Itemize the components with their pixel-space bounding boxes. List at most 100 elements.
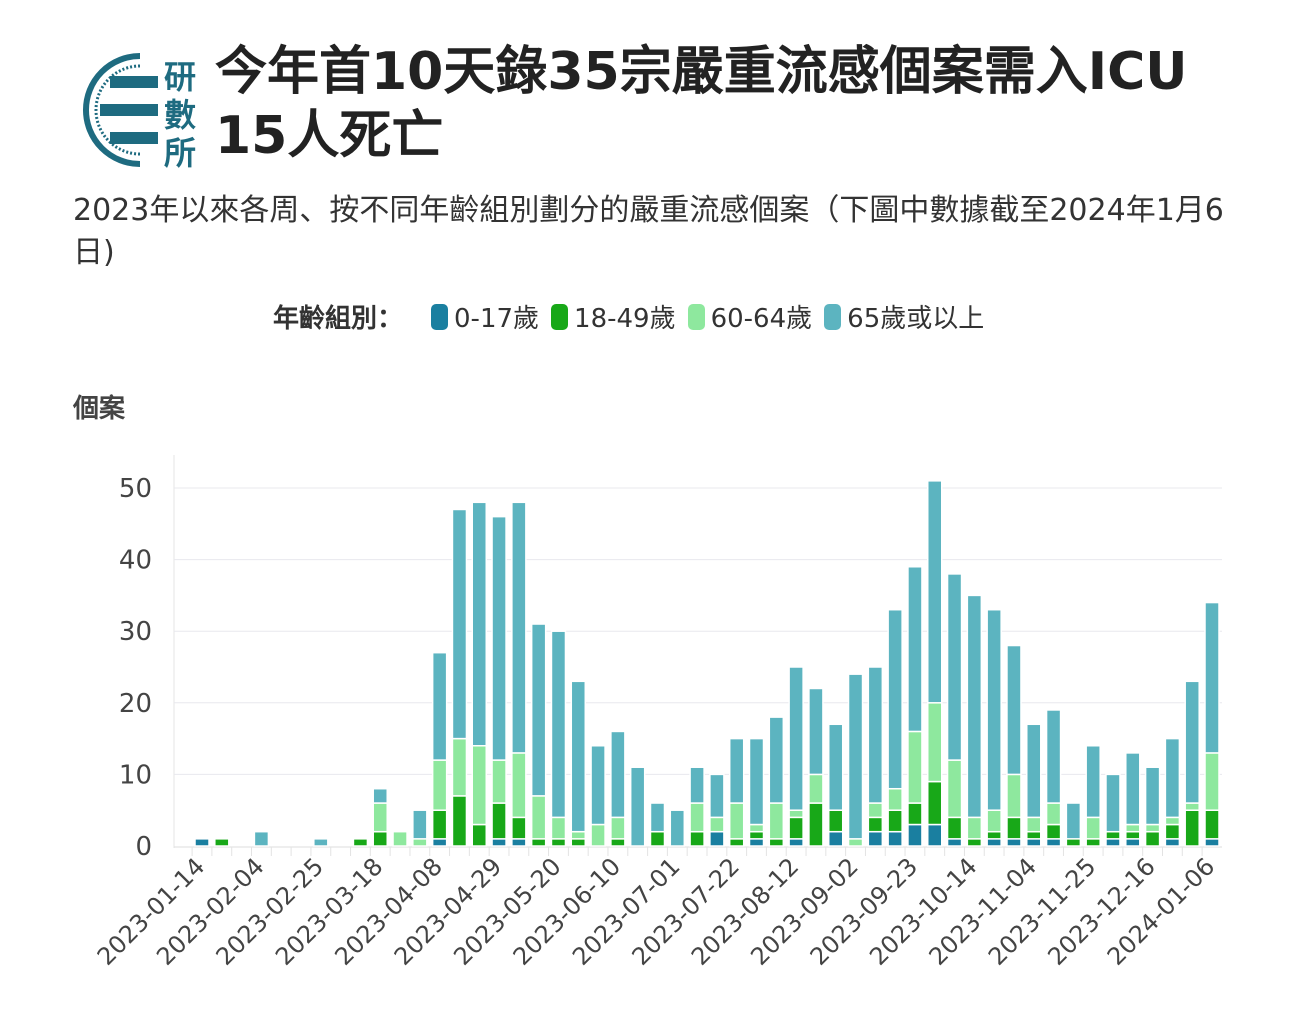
bar-segment [1204, 601, 1220, 754]
bar-segment [1105, 773, 1121, 833]
svg-text:所: 所 [164, 134, 196, 172]
legend-item[interactable]: 65歲或以上 [824, 298, 984, 335]
bar-segment [431, 651, 448, 761]
bar-segment [451, 508, 468, 740]
bar-segment [1006, 644, 1022, 776]
bar-segment [590, 823, 606, 847]
y-tick-label: 30 [119, 617, 152, 647]
bar-segment [431, 838, 448, 847]
bar-segment [590, 745, 606, 826]
bar-segment [808, 802, 824, 847]
legend-swatch [824, 303, 842, 330]
bar-segment [570, 680, 587, 833]
bar-segment [1045, 823, 1062, 840]
bar-segment [1006, 838, 1022, 847]
bar-segment [1006, 816, 1022, 840]
svg-text:數: 數 [164, 96, 196, 134]
bar-segment [728, 838, 745, 847]
bar-segment [491, 515, 507, 761]
bar-segment [748, 823, 765, 833]
bar-segment [550, 838, 567, 847]
bar-segment [986, 608, 1002, 811]
bar-segment [748, 838, 765, 847]
bar-segment [1026, 723, 1042, 819]
page-title: 今年首10天錄35宗嚴重流感個案需入ICU 15人死亡 [215, 42, 1188, 166]
bar-segment [986, 830, 1002, 840]
bar-segment [530, 838, 547, 847]
bar-segment [649, 830, 666, 847]
bar-segment [431, 809, 448, 840]
bar-segment [946, 816, 963, 840]
bar-segment [709, 830, 725, 847]
bar-segment [1204, 809, 1220, 840]
bar-segment [313, 838, 329, 847]
bar-segment [926, 702, 943, 783]
bar-segment [491, 802, 507, 840]
bar-segment [1164, 737, 1181, 819]
bar-segment [1026, 838, 1042, 847]
bar-segment [451, 795, 468, 847]
bar-segment [1204, 752, 1220, 811]
y-tick-label: 40 [119, 546, 152, 576]
bar-segment [1204, 838, 1220, 847]
legend-item[interactable]: 60-64歲 [687, 298, 812, 335]
bar-segment [946, 573, 963, 761]
bar-segment [1164, 816, 1181, 826]
bar-segment [511, 838, 527, 847]
bar-segment [728, 737, 745, 804]
bar-segment [491, 759, 507, 804]
bar-segment [887, 787, 903, 811]
bar-segment [1125, 838, 1141, 847]
bar-segment [1164, 823, 1181, 840]
bar-segment [1085, 745, 1101, 819]
bar-segment [768, 716, 785, 804]
bar-segment [1184, 802, 1200, 811]
bar-segment [827, 723, 844, 811]
bar-segment [788, 816, 804, 840]
bar-segment [412, 809, 428, 840]
bar-segment [709, 773, 725, 819]
bar-segment [451, 737, 468, 797]
bar-segment [530, 795, 547, 840]
bar-segment [827, 809, 844, 833]
bar-segment [907, 823, 923, 847]
bar-segment [1085, 816, 1101, 840]
legend-item[interactable]: 18-49歲 [551, 298, 676, 335]
bar-segment [748, 830, 765, 840]
bar-segment [511, 752, 527, 819]
bar-segment [1065, 802, 1082, 840]
bar-segment [1026, 830, 1042, 840]
bar-segment [867, 666, 884, 804]
bar-segment [194, 838, 210, 847]
bar-segment [986, 838, 1002, 847]
bar-segment [887, 830, 903, 847]
legend: 年齡組別： 0-17歲 18-49歲 60-64歲 65歲或以上 [273, 298, 996, 335]
legend-title: 年齡組別： [273, 304, 404, 334]
bar-segment [689, 830, 705, 847]
bar-segment [491, 838, 507, 847]
y-tick-label: 50 [119, 474, 152, 504]
bar-segment [253, 830, 270, 847]
legend-swatch [687, 303, 705, 330]
bar-segment [907, 802, 923, 826]
chart-subtitle: 2023年以來各周、按不同年齡組別劃分的嚴重流感個案（下圖中數據截至2024年1… [73, 193, 1224, 270]
bar-segment [986, 809, 1002, 833]
bar-segment [1184, 680, 1200, 804]
bar-segment [946, 759, 963, 819]
bar-segment [1045, 709, 1062, 804]
bar-segment [709, 816, 725, 833]
bar-segment [629, 766, 646, 847]
bar-segment [907, 730, 923, 804]
bar-segment [352, 838, 369, 847]
bar-segment [372, 787, 388, 804]
legend-item[interactable]: 0-17歲 [431, 298, 539, 335]
bar-segment [372, 830, 388, 847]
bar-segment [610, 816, 626, 840]
bar-segment [808, 773, 824, 804]
legend-swatch [551, 303, 569, 330]
bar-segment [649, 802, 666, 833]
bar-segment [610, 838, 626, 847]
bar-segment [926, 823, 943, 847]
bar-segment [511, 501, 527, 754]
bar-segment [1105, 830, 1121, 840]
